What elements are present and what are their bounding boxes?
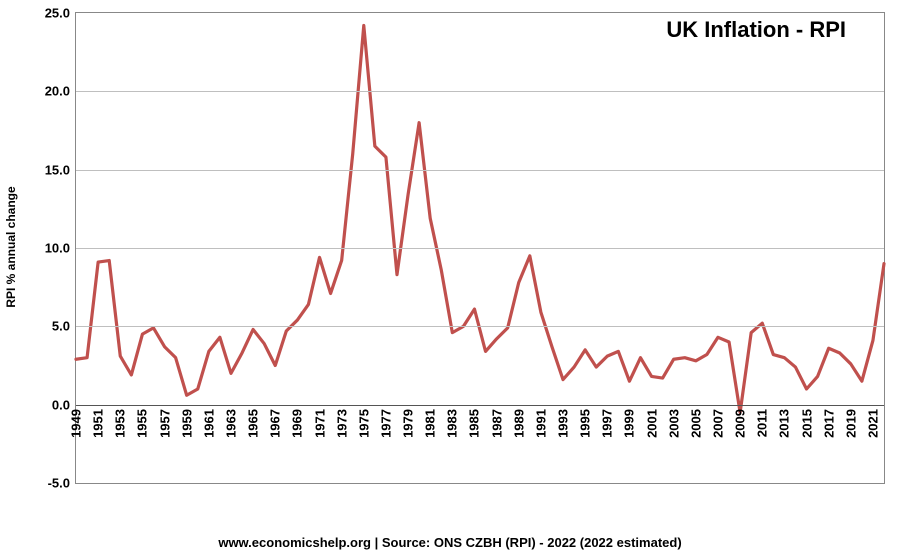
- x-tick-label: 1989: [511, 409, 526, 438]
- x-tick-label: 1997: [600, 409, 615, 438]
- x-tick-label: 1983: [445, 409, 460, 438]
- x-tick-label: 2015: [799, 409, 814, 438]
- x-tick-label: 1981: [423, 409, 438, 438]
- plot-area: -5.00.05.010.015.020.025.019491951195319…: [75, 12, 885, 484]
- x-tick-label: 1957: [157, 409, 172, 438]
- x-tick-label: 1969: [290, 409, 305, 438]
- x-tick-label: 1995: [578, 409, 593, 438]
- x-tick-label: 1963: [223, 409, 238, 438]
- x-tick-label: 1979: [401, 409, 416, 438]
- y-tick-label: 10.0: [45, 241, 76, 256]
- x-tick-label: 1965: [246, 409, 261, 438]
- gridline: [76, 326, 884, 327]
- x-tick-label: 2007: [710, 409, 725, 438]
- x-tick-label: 1955: [135, 409, 150, 438]
- chart-container: -5.00.05.010.015.020.025.019491951195319…: [0, 0, 900, 554]
- x-tick-label: 1961: [201, 409, 216, 438]
- x-tick-label: 2001: [644, 409, 659, 438]
- x-tick-label: 1999: [622, 409, 637, 438]
- x-tick-label: 1985: [467, 409, 482, 438]
- x-tick-label: 2005: [688, 409, 703, 438]
- x-tick-label: 2011: [755, 409, 770, 437]
- y-tick-label: 5.0: [52, 319, 76, 334]
- x-tick-label: 2009: [733, 409, 748, 438]
- x-tick-label: 2003: [666, 409, 681, 438]
- y-tick-label: 25.0: [45, 6, 76, 21]
- gridline: [76, 170, 884, 171]
- x-tick-label: 2013: [777, 409, 792, 438]
- x-tick-label: 1953: [113, 409, 128, 438]
- x-tick-label: 1977: [378, 409, 393, 438]
- x-tick-label: 1967: [268, 409, 283, 438]
- x-tick-label: 1973: [334, 409, 349, 438]
- chart-title: UK Inflation - RPI: [666, 17, 846, 43]
- zero-axis-line: [76, 405, 884, 406]
- chart-footer: www.economicshelp.org | Source: ONS CZBH…: [0, 535, 900, 550]
- y-tick-label: -5.0: [48, 476, 76, 491]
- y-tick-label: 15.0: [45, 162, 76, 177]
- x-tick-label: 2019: [843, 409, 858, 438]
- x-tick-label: 1959: [179, 409, 194, 438]
- y-tick-label: 20.0: [45, 84, 76, 99]
- x-tick-label: 1975: [356, 409, 371, 438]
- x-tick-label: 1993: [556, 409, 571, 438]
- gridline: [76, 248, 884, 249]
- x-tick-label: 1987: [489, 409, 504, 438]
- gridline: [76, 91, 884, 92]
- x-tick-label: 1951: [91, 409, 106, 438]
- x-tick-label: 1991: [533, 409, 548, 438]
- x-tick-label: 1971: [312, 409, 327, 438]
- x-tick-label: 2017: [821, 409, 836, 438]
- y-axis-title: RPI % annual change: [4, 186, 18, 307]
- x-tick-label: 1949: [69, 409, 84, 438]
- x-tick-label: 2021: [865, 409, 880, 438]
